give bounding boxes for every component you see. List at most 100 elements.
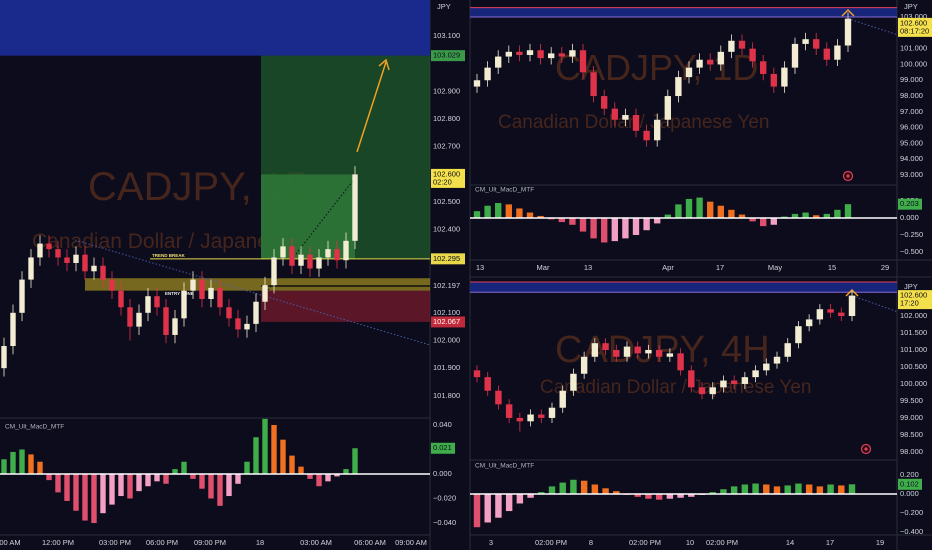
candle-body <box>816 309 824 320</box>
x-tick-label: 02:00 PM <box>629 538 661 547</box>
histogram-bar <box>516 208 523 218</box>
indicator-tick-label: 0.040 <box>433 420 452 429</box>
candle-body <box>28 257 34 280</box>
histogram-bar <box>720 489 727 494</box>
last-price-label: 102.600 <box>900 291 927 300</box>
y-tick-label: 101.500 <box>900 328 927 337</box>
candle-body <box>172 318 178 335</box>
candle-body <box>613 349 620 357</box>
resistance-zone <box>470 282 897 293</box>
histogram-bar <box>127 473 133 499</box>
x-tick-label: 18 <box>256 538 264 547</box>
candle-body <box>1 346 7 369</box>
histogram-bar <box>235 473 241 484</box>
candle-body <box>763 363 770 371</box>
histogram-bar <box>10 451 16 474</box>
candle-body <box>749 48 756 62</box>
histogram-bar <box>181 461 187 474</box>
candle-body <box>602 343 609 350</box>
y-tick-label: 95.000 <box>900 138 923 147</box>
y-tick-label: 101.000 <box>900 44 927 53</box>
arrow <box>841 8 855 17</box>
y-tick-label: 102.900 <box>433 86 460 95</box>
histogram-bar <box>55 473 61 493</box>
trend-line <box>74 239 431 346</box>
x-tick-label: Mar <box>537 263 550 272</box>
x-tick-label: 03:00 PM <box>99 538 131 547</box>
indicator-name: CM_Ult_MacD_MTF <box>475 187 534 194</box>
candle-body <box>569 50 576 57</box>
candle-body <box>199 279 205 299</box>
last-price-bg <box>898 290 932 310</box>
histogram-bar <box>280 439 286 474</box>
trend-line <box>851 295 898 313</box>
histogram-bar <box>666 493 674 499</box>
candle-body <box>622 115 629 120</box>
indicator-last-bg <box>898 478 922 490</box>
candle-body <box>271 257 277 286</box>
candle-body <box>698 387 706 395</box>
candle-body <box>316 257 322 269</box>
candle-body <box>654 119 661 141</box>
stop-label-bg <box>431 316 465 328</box>
indicator-tick-label: −0.200 <box>900 508 923 517</box>
x-tick-label: May <box>768 263 782 272</box>
y-tick-label: 102.500 <box>433 197 460 206</box>
event-icon-dot <box>846 174 850 178</box>
candle-body <box>109 279 115 291</box>
countdown-label: 17:20 <box>900 299 919 308</box>
histogram-bar <box>316 473 322 487</box>
stop-zone <box>261 290 430 322</box>
candle-body <box>325 249 331 258</box>
histogram-bar <box>770 217 777 225</box>
candle-body <box>163 307 169 335</box>
histogram-bar <box>537 215 544 218</box>
candle-body <box>473 80 481 87</box>
histogram-bar <box>505 493 513 512</box>
histogram-bar <box>136 473 142 492</box>
histogram-bar <box>643 217 650 231</box>
indicator-last-bg <box>898 198 922 210</box>
indicator-tick-label: −0.020 <box>433 493 456 502</box>
candle-body <box>100 265 106 280</box>
candle-body <box>632 115 640 131</box>
trend-break-label: 102.295 <box>433 254 460 263</box>
histogram-bar <box>217 473 223 506</box>
candle-body <box>73 254 79 263</box>
histogram-bar <box>634 493 641 497</box>
candle-body <box>253 301 259 324</box>
candle-body <box>217 287 223 308</box>
candle-body <box>280 246 286 258</box>
histogram-bar <box>570 479 577 494</box>
candle-body <box>590 72 597 97</box>
candle-body <box>827 309 834 313</box>
candle-body <box>813 39 820 49</box>
candle-body <box>579 50 587 73</box>
histogram-bar <box>343 469 349 474</box>
y-tick-label: 100.000 <box>900 59 927 68</box>
candle-body <box>707 59 714 65</box>
candle-body <box>570 373 577 391</box>
candle-body <box>677 353 684 371</box>
histogram-bar <box>802 212 809 218</box>
histogram-bar <box>730 486 738 494</box>
candle-body <box>645 349 652 354</box>
target-label-bg <box>431 50 465 62</box>
candle-body <box>709 387 716 395</box>
histogram-bar <box>591 484 599 494</box>
x-tick-label: 12:00 PM <box>42 538 74 547</box>
candle-body <box>760 61 767 74</box>
histogram-bar <box>805 484 813 494</box>
candle-body <box>675 77 682 97</box>
y-tick-label: 100.500 <box>900 362 927 371</box>
x-tick-label: 00 AM <box>0 538 21 547</box>
candle-body <box>505 404 513 418</box>
histogram-bar <box>253 437 259 474</box>
histogram-bar <box>352 448 358 474</box>
candle-body <box>537 50 544 59</box>
histogram-bar <box>602 488 609 494</box>
indicator-tick-label: 0.000 <box>433 469 452 478</box>
